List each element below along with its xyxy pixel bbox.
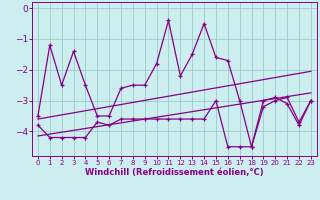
X-axis label: Windchill (Refroidissement éolien,°C): Windchill (Refroidissement éolien,°C) [85,168,264,177]
